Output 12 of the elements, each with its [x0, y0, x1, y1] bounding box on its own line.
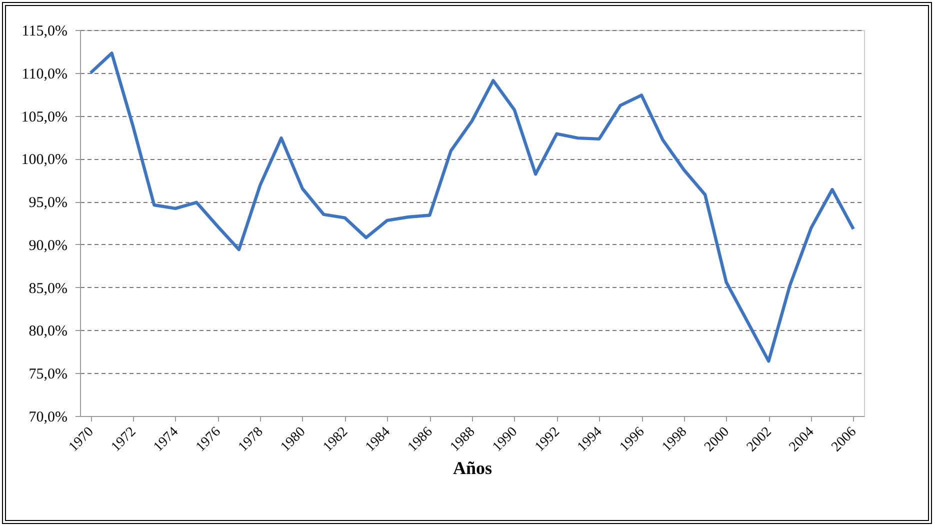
y-tick-label: 80,0% [28, 324, 68, 340]
y-tick-label: 90,0% [28, 238, 68, 254]
y-tick-label: 70,0% [28, 410, 68, 426]
x-axis-title: Años [452, 458, 492, 478]
y-tick-label: 115,0% [22, 24, 68, 40]
y-tick-label: 100,0% [21, 152, 68, 168]
y-tick-label: 110,0% [22, 66, 68, 82]
y-tick-label: 85,0% [28, 280, 68, 297]
y-tick-label: 75,0% [28, 366, 68, 383]
line-series [88, 52, 856, 363]
y-tick-label: 105,0% [21, 109, 68, 126]
y-tick-label: 95,0% [28, 195, 68, 212]
